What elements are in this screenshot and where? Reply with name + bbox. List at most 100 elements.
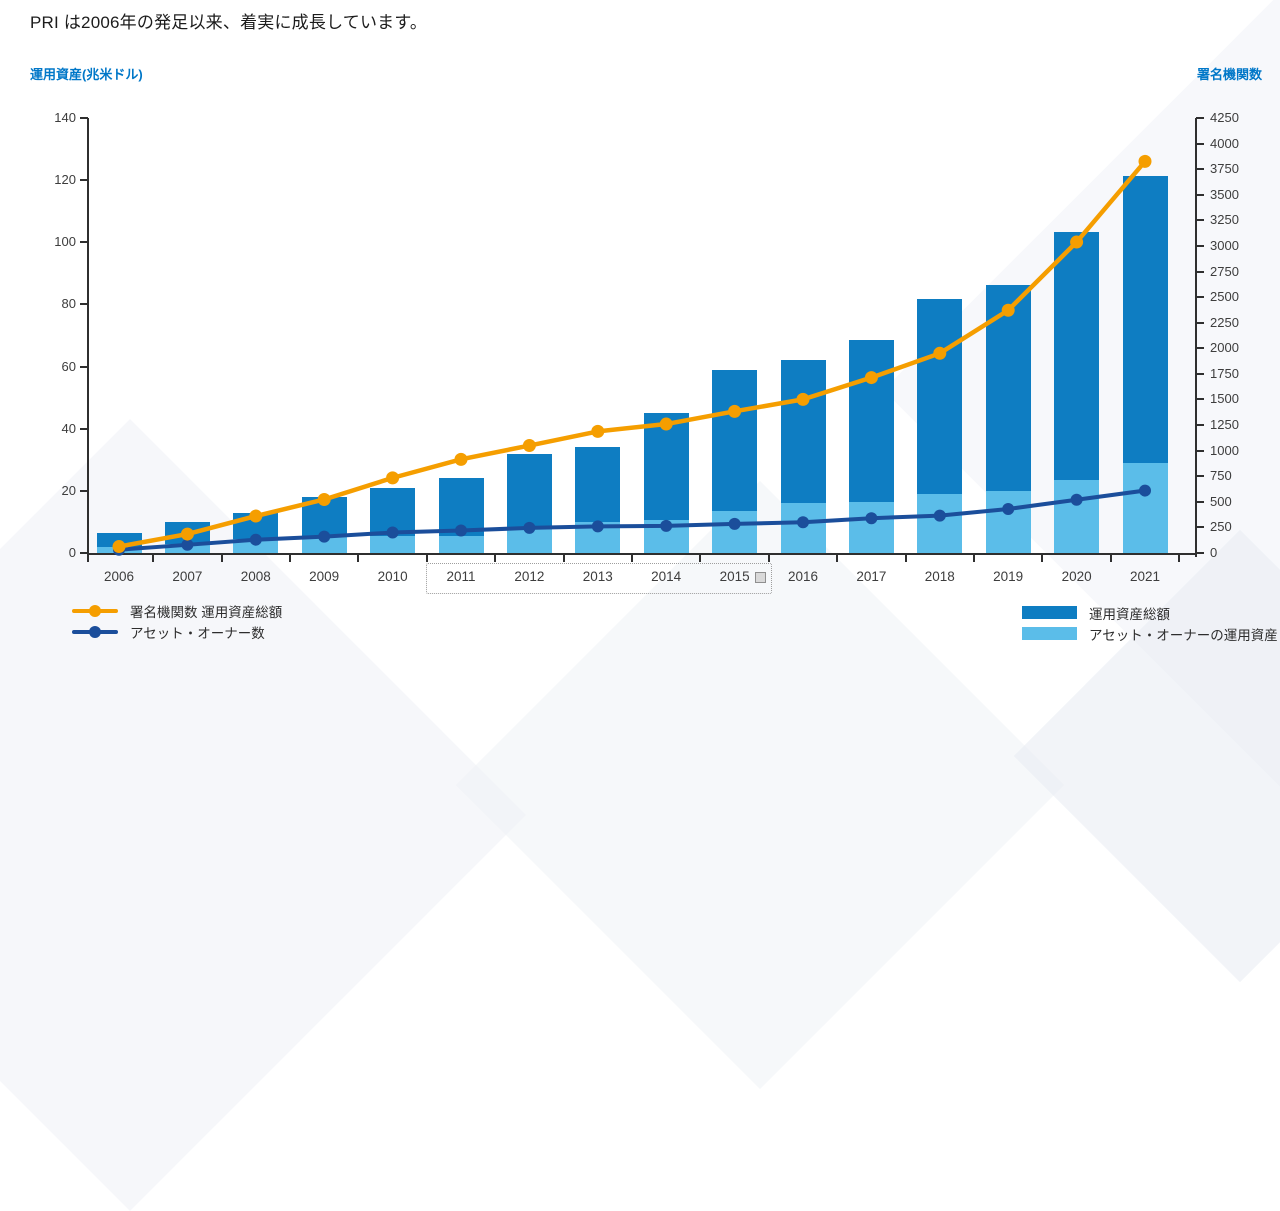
x-tickmark [357,553,360,562]
y-right-tick-label: 750 [1210,468,1232,484]
data-point [386,471,400,485]
data-point [454,452,468,466]
y-right-tickmark [1196,475,1204,478]
y-left-tick-label: 140 [54,110,76,125]
y-right-tickmark [1196,500,1204,503]
y-right-tickmark [1196,142,1204,145]
y-right-tick-label: 1750 [1210,365,1239,381]
bar-segment-asset-owner-2010 [370,535,416,553]
data-point [522,439,536,453]
chart-canvas: PRI は2006年の発足以来、着実に成長しています。 運用資産(兆米ドル) 署… [30,13,1278,644]
y-left-tickmark [80,303,88,306]
bar-2012 [506,453,552,553]
x-tick-label: 2012 [514,569,545,584]
data-point [455,524,467,537]
legend-item-signatories: 署名機関数 運用資産総額 [72,600,282,621]
y-right-tickmark [1196,449,1204,452]
y-left-tick-label: 100 [54,234,76,250]
x-tickmark [767,553,770,562]
page-title: PRI は2006年の発足以来、着実に成長しています。 [30,13,428,32]
y-right-tick-label: 2250 [1210,314,1239,330]
y-left-tick-label: 60 [61,358,76,374]
legend-item-asset-owner-aum: アセット・オーナーの運用資産 [1022,623,1278,644]
y-right-tick-label: 1500 [1210,391,1239,407]
x-tick-label: 2020 [1061,569,1092,584]
x-tickmark [699,553,702,562]
legend-lines: 署名機関数 運用資産総額 アセット・オーナー数 [72,600,282,642]
y-right-tickmark [1196,219,1204,222]
y-right-tick-label: 2000 [1210,340,1239,356]
x-tick-label: 2018 [924,569,955,584]
y-right-tick-label: 0 [1210,545,1218,560]
x-tickmark [836,553,839,562]
bar-segment-asset-owner-2018 [917,493,963,553]
left-axis-title: 運用資産(兆米ドル) [30,67,143,82]
data-point [591,424,605,438]
x-tick-label: 2017 [856,569,887,584]
y-left-tick-label: 40 [61,420,76,436]
data-point [797,516,809,529]
y-right-tick-label: 4000 [1210,135,1239,151]
orange-line-marker-icon [72,604,118,617]
data-point [796,392,810,406]
y-right-tickmark [1196,398,1204,401]
y-right-tick-label: 4250 [1210,110,1239,125]
x-tick-label: 2009 [309,569,340,584]
x-tickmark [562,553,565,562]
y-right-tick-label: 3750 [1210,161,1239,177]
bar-2009 [301,497,347,553]
bar-segment-asset-owner-2020 [1054,479,1100,553]
x-tick-label: 2006 [103,569,135,584]
data-point [249,533,262,546]
y-left-tick-label: 20 [61,482,76,498]
y-left-tick-label: 80 [61,296,76,312]
x-tickmark [904,553,907,562]
y-right-tickmark [1196,168,1204,171]
legend-label: アセット・オーナーの運用資産 [1089,627,1278,643]
data-point [112,540,126,554]
data-point [728,404,742,418]
x-tickmark [289,553,291,562]
right-axis-title: 署名機関数 [1196,67,1262,82]
data-point [1001,303,1015,317]
legend-bars: 運用資産総額 アセット・オーナーの運用資産 [1022,602,1278,644]
x-tick-label: 2007 [172,569,203,584]
data-point [1139,484,1151,497]
y-left-tickmark [80,241,88,244]
y-right-tick-label: 2500 [1210,289,1239,305]
data-point [386,526,399,539]
y-right-tickmark [1196,193,1204,196]
y-left-tickmark [80,365,88,368]
y-right-tickmark [1196,244,1204,247]
x-tick-label: 2019 [993,569,1024,584]
y-right-tickmark [1196,372,1204,375]
data-point [317,492,331,506]
y-right-tickmark [1196,526,1204,529]
y-right-tickmark [1196,347,1204,350]
data-point [591,520,604,533]
data-point [660,519,673,532]
y-axis-right [1195,118,1197,557]
x-tick-label: 2015 [719,569,750,584]
data-point [1138,154,1152,168]
x-tickmark [494,553,497,562]
data-point [659,417,673,431]
line-asset-owners [118,488,1146,552]
bar-2011 [438,478,484,553]
bar-segment-asset-owner-2021 [1122,462,1168,553]
selection-resize-handle[interactable] [754,572,766,583]
x-axis [87,553,1197,555]
data-point [933,346,947,360]
y-left-tickmark [80,489,88,492]
x-tick-label: 2014 [651,569,682,584]
y-right-tickmark [1196,424,1204,427]
y-right-tickmark [1196,270,1204,273]
y-right-tick-label: 3500 [1210,186,1239,202]
y-right-tick-label: 500 [1210,493,1232,509]
x-tick-label: 2010 [377,569,408,584]
data-point [523,521,536,534]
x-label-selection-box[interactable] [426,563,772,594]
x-tickmark [1178,553,1181,562]
x-tickmark [1109,553,1112,562]
data-point [1070,493,1083,506]
